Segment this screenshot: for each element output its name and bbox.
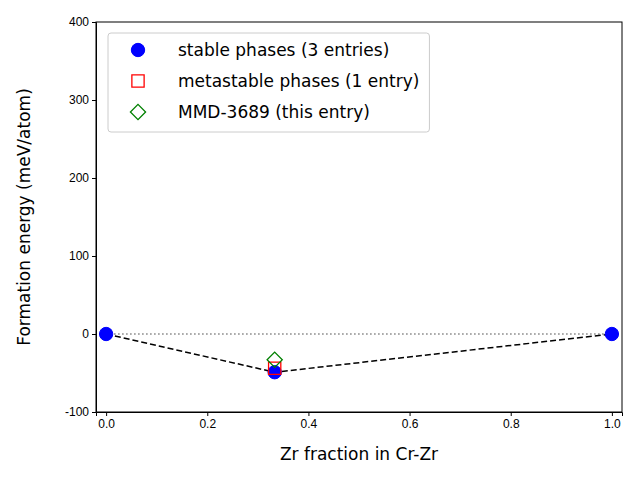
x-axis: 0.0 0.2 0.4 0.6 0.8 1.0: [97, 412, 623, 431]
x-tick-mark: [511, 412, 512, 416]
y-tick-label: 400: [69, 15, 89, 29]
y-tick: 200: [69, 171, 96, 185]
y-tick-label: 0: [82, 327, 89, 341]
y-tick-label: 300: [69, 93, 89, 107]
x-tick: 0.8: [503, 412, 520, 431]
y-tick-mark: [92, 334, 96, 335]
y-tick-mark: [92, 412, 96, 413]
y-tick-mark: [92, 22, 96, 23]
x-tick: 0.2: [199, 412, 216, 431]
y-tick: 0: [82, 327, 96, 341]
y-tick-mark: [92, 178, 96, 179]
x-tick-label: 1.0: [604, 417, 621, 431]
legend-marker: [130, 104, 145, 119]
line: [106, 334, 612, 372]
x-tick-mark: [308, 412, 309, 416]
y-tick: 300: [69, 93, 96, 107]
y-tick-mark: [92, 100, 96, 101]
y-axis: -100 0 100 200 300 400: [65, 15, 97, 419]
x-axis-title: Zr fraction in Cr-Zr: [280, 444, 438, 464]
y-tick-label: 100: [69, 249, 89, 263]
legend-label: MMD-3689 (this entry): [178, 102, 370, 122]
x-tick-label: 0.2: [199, 417, 216, 431]
x-tick: 0.4: [301, 412, 318, 431]
x-tick: 1.0: [604, 412, 621, 431]
y-tick: 100: [69, 249, 96, 263]
x-tick-label: 0.4: [301, 417, 318, 431]
legend-label: metastable phases (1 entry): [178, 71, 419, 91]
legend-marker: [132, 75, 144, 87]
y-tick-label: 200: [69, 171, 89, 185]
point: [99, 327, 112, 340]
x-tick-mark: [612, 412, 613, 416]
x-axis-line: [97, 413, 623, 417]
point: [269, 362, 281, 374]
point: [267, 352, 282, 367]
plot-frame: [96, 22, 622, 412]
y-tick-mark: [92, 256, 96, 257]
x-tick-mark: [207, 412, 208, 416]
x-tick: 0.6: [402, 412, 419, 431]
legend: stable phases (3 entries) metastable phas…: [108, 33, 429, 132]
plot: 0.0 0.2 0.4 0.6 0.8 1.0 -100 0 100 200 300 400 stabl…: [65, 15, 623, 430]
y-tick-label: -100: [65, 405, 89, 419]
y-tick: 400: [69, 15, 96, 29]
chart: 0.0 0.2 0.4 0.6 0.8 1.0 -100 0 100 200 300 400 stabl…: [0, 0, 640, 480]
x-tick-mark: [106, 412, 107, 416]
legend-label: stable phases (3 entries): [178, 40, 389, 60]
x-tick-mark: [410, 412, 411, 416]
line: [106, 333, 612, 335]
marks: [99, 327, 618, 379]
x-tick: 0.0: [98, 412, 115, 431]
legend-box: [108, 33, 429, 132]
point: [605, 327, 618, 340]
x-tick-label: 0.8: [503, 417, 520, 431]
x-tick-label: 0.6: [402, 417, 419, 431]
y-tick: -100: [65, 405, 96, 419]
y-axis-title: Formation energy (meV/atom): [14, 88, 34, 346]
legend-marker: [131, 43, 144, 56]
x-tick-label: 0.0: [98, 417, 115, 431]
